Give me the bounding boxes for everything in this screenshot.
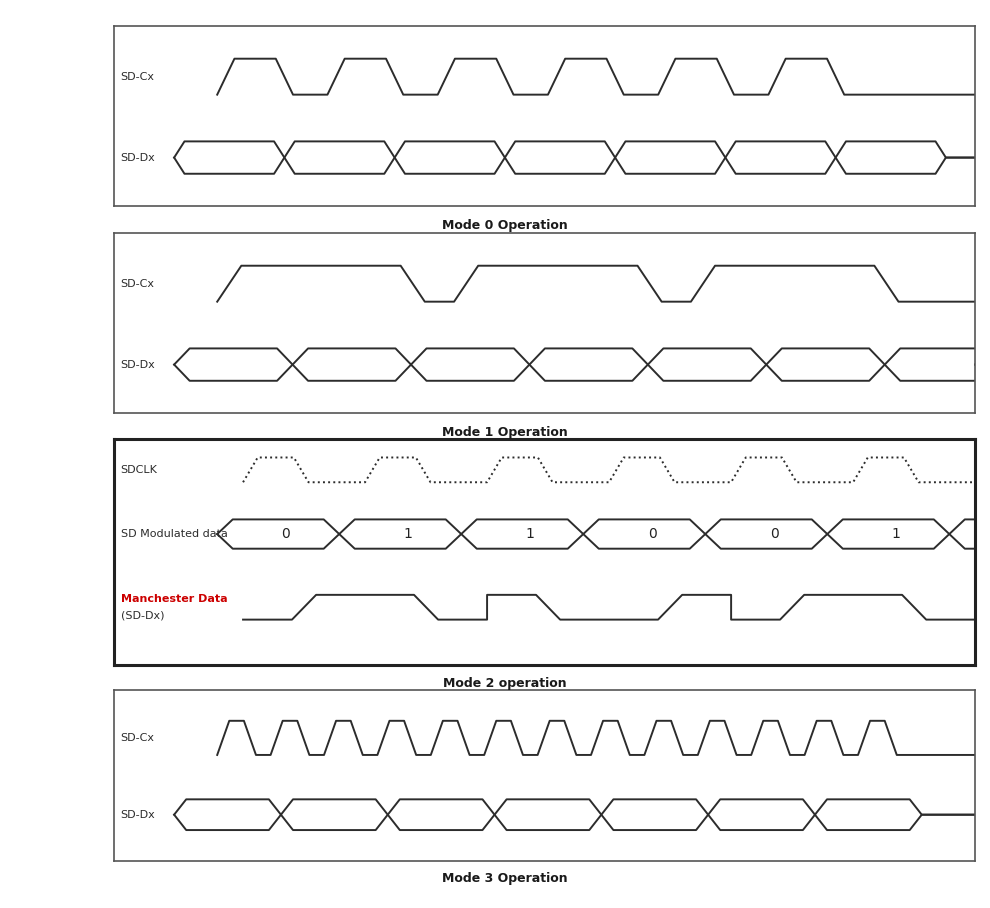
Text: 1: 1 <box>892 527 901 541</box>
Text: (SD-Dx): (SD-Dx) <box>121 610 164 620</box>
Text: 0: 0 <box>647 527 656 541</box>
Text: 0: 0 <box>281 527 290 541</box>
Text: Mode 1 Operation: Mode 1 Operation <box>442 426 568 439</box>
Text: 1: 1 <box>526 527 535 541</box>
Text: SD Modulated data: SD Modulated data <box>121 529 228 539</box>
Text: SD-Cx: SD-Cx <box>121 733 154 743</box>
Text: SD-Cx: SD-Cx <box>121 279 154 289</box>
Text: SD-Dx: SD-Dx <box>121 360 155 370</box>
Text: Mode 2 operation: Mode 2 operation <box>444 677 566 690</box>
Text: SD-Dx: SD-Dx <box>121 153 155 163</box>
Text: SD-Dx: SD-Dx <box>121 810 155 820</box>
Text: SD-Cx: SD-Cx <box>121 72 154 82</box>
Text: 1: 1 <box>404 527 413 541</box>
Text: Mode 3 Operation: Mode 3 Operation <box>443 872 567 884</box>
Text: Mode 0 Operation: Mode 0 Operation <box>442 219 568 232</box>
Text: SDCLK: SDCLK <box>121 465 157 475</box>
Text: Manchester Data: Manchester Data <box>121 595 228 605</box>
Text: 0: 0 <box>769 527 778 541</box>
